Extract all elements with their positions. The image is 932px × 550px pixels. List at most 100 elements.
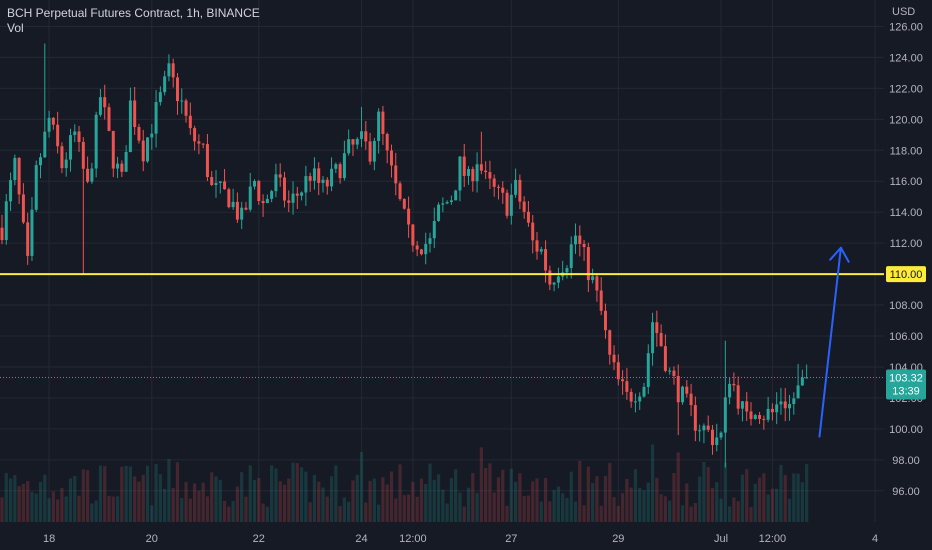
volume-bar bbox=[364, 502, 368, 522]
volume-bar bbox=[552, 490, 556, 522]
candle-body bbox=[163, 76, 167, 93]
candle-body bbox=[60, 146, 64, 169]
candle-body bbox=[398, 183, 402, 200]
volume-bar bbox=[342, 497, 346, 522]
time-tick-label: 29 bbox=[612, 533, 624, 545]
volume-bar bbox=[702, 462, 706, 522]
candle-body bbox=[381, 111, 385, 134]
volume-bar bbox=[471, 473, 475, 522]
candle-body bbox=[689, 393, 693, 406]
candle-body bbox=[295, 193, 299, 196]
candle-body bbox=[261, 201, 265, 204]
volume-bar bbox=[787, 498, 792, 522]
candle-body bbox=[351, 139, 355, 145]
candle-body bbox=[736, 385, 740, 409]
volume-bar bbox=[197, 490, 201, 522]
candle-body bbox=[539, 249, 543, 252]
drawings[interactable] bbox=[0, 246, 884, 438]
candle-body bbox=[43, 131, 47, 158]
candle-body bbox=[291, 193, 295, 203]
candle-body bbox=[334, 164, 338, 169]
volume-bar bbox=[317, 481, 321, 522]
candle-body bbox=[265, 198, 269, 204]
candle-body bbox=[514, 179, 518, 195]
candle-body bbox=[73, 131, 77, 136]
volume-legend-label[interactable]: Vol bbox=[7, 21, 24, 35]
level-price-badge bbox=[886, 266, 926, 283]
volume-bars bbox=[0, 444, 809, 522]
candle-body bbox=[783, 401, 787, 409]
volume-bar bbox=[347, 501, 351, 522]
volume-bar bbox=[779, 464, 783, 522]
candle-body bbox=[158, 92, 162, 103]
time-axis[interactable]: 18 20 22 24 12:00 27 29 Jul 12:00 4 bbox=[43, 533, 878, 545]
candle-body bbox=[582, 243, 586, 248]
candle-body bbox=[312, 168, 316, 181]
volume-bar bbox=[719, 498, 723, 522]
time-tick-label: 27 bbox=[505, 533, 517, 545]
volume-bar bbox=[685, 483, 689, 522]
candle-body bbox=[788, 403, 792, 409]
candle-body bbox=[325, 179, 329, 187]
volume-bar bbox=[608, 462, 612, 522]
candle-body bbox=[723, 397, 727, 433]
volume-bar bbox=[394, 498, 398, 522]
volume-bar bbox=[158, 474, 162, 522]
volume-bar bbox=[124, 465, 128, 522]
volume-bar bbox=[728, 506, 732, 522]
volume-bar bbox=[372, 478, 376, 522]
volume-bar bbox=[441, 489, 445, 522]
volume-bar bbox=[402, 495, 406, 522]
volume-bar bbox=[321, 487, 325, 522]
price-tick-label: 96.00 bbox=[892, 486, 920, 498]
candle-body bbox=[81, 141, 85, 169]
candle-body bbox=[338, 164, 342, 179]
volume-bar bbox=[60, 487, 64, 522]
candle-body bbox=[698, 430, 702, 432]
volume-bar bbox=[698, 476, 702, 522]
candle-body bbox=[556, 276, 560, 283]
candle-body bbox=[728, 383, 732, 398]
candle-body bbox=[368, 141, 372, 162]
volume-bar bbox=[381, 477, 385, 522]
candle-body bbox=[745, 401, 749, 412]
volume-bar bbox=[466, 487, 471, 522]
candle-body bbox=[655, 322, 659, 334]
volume-bar bbox=[325, 496, 329, 522]
candle-body bbox=[454, 190, 458, 201]
volume-bar bbox=[214, 476, 218, 522]
candle-body bbox=[150, 133, 154, 138]
candle-body bbox=[360, 131, 364, 139]
price-tick-label: 120.00 bbox=[889, 114, 923, 126]
candle-body bbox=[505, 192, 509, 216]
volume-bar bbox=[766, 494, 770, 522]
volume-bar bbox=[257, 477, 261, 522]
candle-body bbox=[402, 199, 406, 209]
volume-bar bbox=[184, 481, 188, 522]
volume-bar bbox=[676, 452, 680, 522]
candle-body bbox=[197, 141, 201, 144]
candle-body bbox=[330, 168, 334, 187]
volume-bar bbox=[454, 469, 458, 522]
volume-bar bbox=[287, 478, 291, 522]
volume-bar bbox=[612, 497, 616, 522]
price-tick-label: 106.00 bbox=[889, 331, 923, 343]
volume-bar bbox=[659, 494, 663, 522]
candle-body bbox=[676, 376, 680, 403]
time-tick-label: 20 bbox=[146, 533, 158, 545]
candle-body bbox=[300, 192, 304, 196]
volume-bar bbox=[723, 462, 727, 522]
symbol-title[interactable]: BCH Perpetual Futures Contract, 1h, BINA… bbox=[7, 6, 260, 20]
candle-body bbox=[107, 107, 111, 131]
candle-body bbox=[719, 432, 723, 438]
candle-body bbox=[86, 168, 90, 182]
candle-body bbox=[638, 396, 642, 402]
candle-body bbox=[64, 159, 68, 169]
candle-body bbox=[475, 164, 479, 182]
volume-bar bbox=[710, 488, 715, 522]
volume-bar bbox=[501, 469, 505, 522]
volume-bar bbox=[270, 465, 274, 522]
volume-bar bbox=[492, 492, 496, 522]
time-tick-label: 12:00 bbox=[399, 533, 427, 545]
